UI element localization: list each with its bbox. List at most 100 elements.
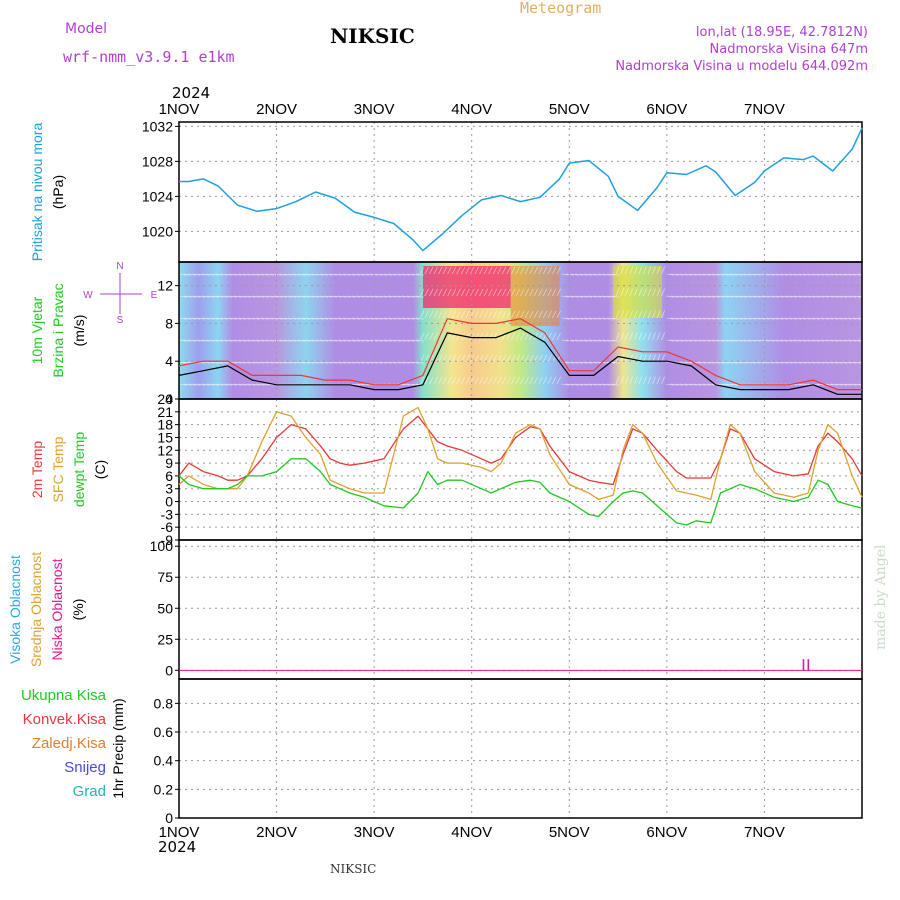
wind-arrow <box>643 288 647 297</box>
wind-arrow <box>529 332 534 341</box>
wind-arrow <box>306 361 315 364</box>
wind-arrow <box>342 273 351 276</box>
wind-arrow <box>570 295 579 298</box>
wind-arrow <box>830 317 839 320</box>
wind-arrow <box>301 317 310 320</box>
wind-arrow <box>816 295 825 298</box>
wind-arrow <box>406 295 415 298</box>
wind-arrow <box>333 295 342 298</box>
wind-arrow <box>324 361 333 364</box>
wind-arrow <box>274 295 283 298</box>
wind-arrow <box>565 339 575 342</box>
wind-arrow <box>775 317 784 320</box>
wind-arrow <box>219 317 228 320</box>
wind-arrow <box>292 317 301 320</box>
wind-arrow <box>465 354 470 363</box>
wind-arrow <box>579 361 588 364</box>
wind-arrow <box>798 273 807 276</box>
wind-arrow <box>720 295 729 298</box>
wind-arrow <box>798 361 807 364</box>
wind-arrow <box>624 376 629 385</box>
wind-arrow <box>301 273 310 276</box>
wind-arrow <box>661 376 665 385</box>
wind-arrow <box>707 273 716 276</box>
wind-arrow <box>739 273 748 276</box>
y-axis-label: Visoka Oblacnost <box>7 555 23 664</box>
wind-arrow <box>188 273 197 276</box>
wind-arrow <box>506 288 511 297</box>
wind-arrow <box>707 339 716 342</box>
wind-arrow <box>442 376 448 385</box>
y-tick-label: -9 <box>161 532 174 548</box>
wind-arrow <box>406 339 415 342</box>
wind-arrow <box>702 383 711 386</box>
wind-arrow <box>611 383 620 386</box>
wind-arrow <box>247 317 256 320</box>
wind-arrow <box>656 288 661 297</box>
wind-arrow <box>575 273 584 276</box>
wind-arrow <box>415 361 424 364</box>
wind-arrow <box>365 273 374 276</box>
wind-arrow <box>306 273 315 276</box>
wind-arrow <box>588 383 597 386</box>
x-tick-label-top: 5NOV <box>549 101 590 118</box>
wind-arrow <box>197 339 206 342</box>
wind-arrow <box>374 317 383 320</box>
wind-arrow <box>748 339 757 342</box>
compass-s: S <box>117 315 124 326</box>
wind-arrow <box>488 354 493 363</box>
wind-arrow <box>511 288 516 297</box>
wind-arrow <box>333 361 342 364</box>
wind-arrow <box>201 339 210 342</box>
wind-arrow <box>447 266 452 275</box>
wind-arrow <box>770 339 779 342</box>
wind-arrow <box>374 339 383 342</box>
wind-arrow <box>506 310 511 319</box>
wind-arrow <box>720 339 729 342</box>
wind-arrow <box>725 295 734 298</box>
y-tick-label: 18 <box>157 417 173 433</box>
wind-arrow <box>197 317 206 320</box>
wind-arrow <box>215 317 224 320</box>
wind-arrow <box>816 361 825 364</box>
y-tick-label: 75 <box>157 569 173 585</box>
wind-arrow <box>215 383 224 386</box>
wind-arrow <box>624 310 629 319</box>
wind-arrow <box>748 273 757 276</box>
x-tick-label-top: 7NOV <box>744 101 785 118</box>
wind-arrow <box>201 361 210 364</box>
wind-arrow <box>593 339 602 342</box>
wind-arrow <box>310 273 320 276</box>
wind-arrow <box>320 361 329 364</box>
wind-arrow <box>233 383 242 386</box>
coords-label: lon,lat (18.95E, 42.7812N) <box>695 25 868 40</box>
wind-arrow <box>506 332 511 341</box>
wind-arrow <box>793 295 802 298</box>
wind-arrow <box>270 317 279 320</box>
wind-arrow <box>383 295 392 298</box>
wind-arrow <box>707 361 716 364</box>
wind-arrow <box>684 361 693 364</box>
wind-arrow <box>383 339 392 342</box>
t2m-line <box>178 415 863 486</box>
wind-arrow <box>206 295 215 298</box>
wind-arrow <box>497 310 502 319</box>
wind-arrow <box>419 266 425 275</box>
y-tick-label: 50 <box>157 600 173 616</box>
wind-arrow <box>725 339 734 342</box>
wind-arrow <box>615 266 620 275</box>
wind-arrow <box>224 317 233 320</box>
pressure-line <box>179 127 863 252</box>
wind-arrow <box>556 266 561 275</box>
wind-arrow <box>688 273 697 276</box>
wind-arrow <box>666 339 675 342</box>
wind-arrow <box>488 288 493 297</box>
y-axis-label: Niska Oblacnost <box>49 558 65 660</box>
wind-arrow <box>215 295 224 298</box>
wind-arrow <box>324 317 333 320</box>
wind-arrow <box>183 339 192 342</box>
wind-arrow <box>743 339 752 342</box>
wind-arrow <box>524 266 530 275</box>
wind-arrow <box>397 317 406 320</box>
